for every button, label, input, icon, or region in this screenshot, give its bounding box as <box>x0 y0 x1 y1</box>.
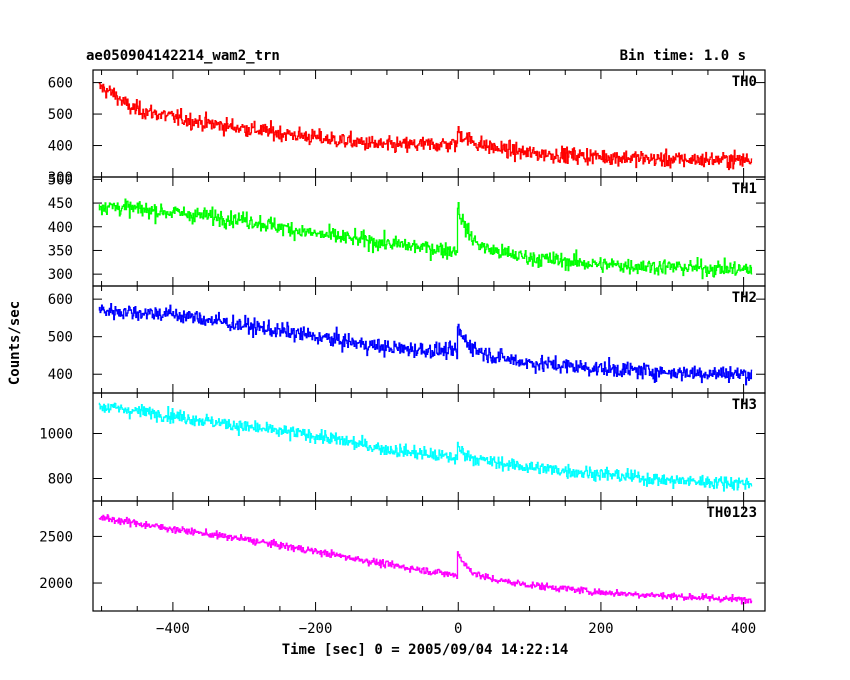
panel-label: TH2 <box>732 290 757 306</box>
panel-frame <box>92 176 766 287</box>
y-tick-label: 600 <box>48 76 73 92</box>
y-tick-label: 500 <box>48 172 73 188</box>
bin-time-label: Bin time: 1.0 s <box>620 48 746 64</box>
panel-frame <box>92 500 766 612</box>
series-line-th0123 <box>98 514 753 605</box>
panel-label: TH0 <box>732 74 757 90</box>
panel-label: TH1 <box>732 181 757 197</box>
series-line-th1 <box>98 198 753 280</box>
series-line-th2 <box>98 302 753 386</box>
y-tick-label: 300 <box>48 170 73 186</box>
figure-title: ae050904142214_wam2_trn <box>86 48 280 64</box>
panel-frame <box>92 392 766 502</box>
panel-th1: 300 350 400 450 500 TH1 <box>48 172 766 287</box>
x-axis: −400 −200 0 200 400 <box>156 621 756 637</box>
y-tick-label: 400 <box>48 220 73 236</box>
panel-frame <box>92 285 766 394</box>
x-axis-label: Time [sec] 0 = 2005/09/04 14:22:14 <box>282 642 569 658</box>
y-tick-label: 450 <box>48 196 73 212</box>
y-tick-label: 2500 <box>39 529 73 545</box>
y-tick-label: 600 <box>48 292 73 308</box>
panel-th0: 300 400 500 600 TH0 <box>48 69 766 186</box>
x-tick-label: −400 <box>156 621 190 637</box>
y-tick-label: 500 <box>48 330 73 346</box>
series-line-th3 <box>98 402 753 492</box>
series-line-th0 <box>98 82 753 171</box>
panel-th3: 800 1000 TH3 <box>39 392 766 502</box>
y-tick-label: 500 <box>48 107 73 123</box>
x-tick-label: 0 <box>454 621 462 637</box>
x-tick-label: 400 <box>731 621 756 637</box>
y-tick-label: 350 <box>48 243 73 259</box>
x-tick-label: −200 <box>299 621 333 637</box>
panel-th2: 400 500 600 TH2 <box>48 285 766 394</box>
panel-label: TH0123 <box>706 505 757 521</box>
y-tick-label: 2000 <box>39 576 73 592</box>
panel-th0123: 2000 2500 TH0123 <box>39 500 766 612</box>
panel-label: TH3 <box>732 397 757 413</box>
y-tick-label: 400 <box>48 367 73 383</box>
x-tick-label: 200 <box>588 621 613 637</box>
y-tick-label: 400 <box>48 139 73 155</box>
y-tick-label: 300 <box>48 267 73 283</box>
y-tick-label: 800 <box>48 472 73 488</box>
panel-stack: 300 400 500 600 TH0 300 350 400 450 500 TH1 400 500 6… <box>39 69 766 612</box>
y-tick-label: 1000 <box>39 427 73 443</box>
y-axis-label: Counts/sec <box>7 301 23 385</box>
